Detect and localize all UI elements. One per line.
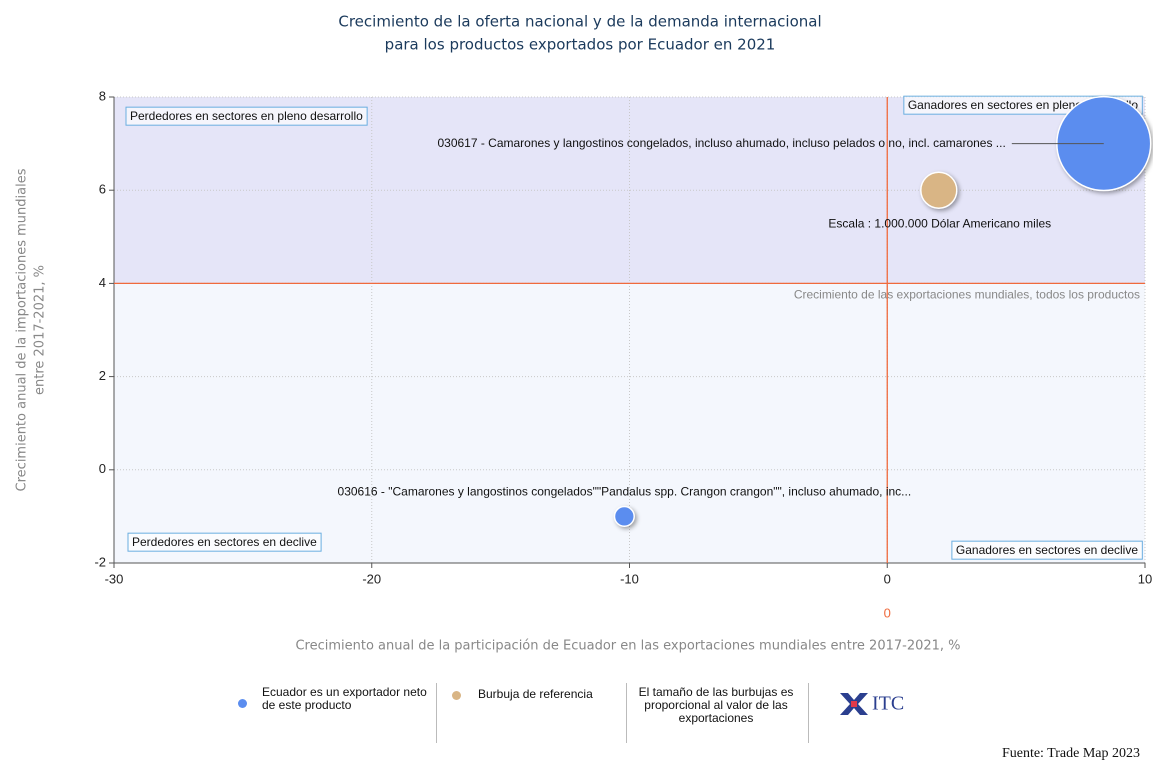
quadrant-label: Perdedores en sectores en pleno desarrol… bbox=[130, 109, 363, 123]
legend-swatch bbox=[452, 691, 461, 700]
source: Fuente: Trade Map 2023 bbox=[1002, 746, 1140, 761]
chart-title: para los productos exportados por Ecuado… bbox=[385, 36, 776, 54]
y-tick-label: 0 bbox=[99, 461, 106, 476]
x-axis-label: Crecimiento anual de la participación de… bbox=[295, 639, 960, 654]
chart-title: Crecimiento de la oferta nacional y de l… bbox=[338, 13, 821, 31]
quadrant-label-box bbox=[127, 532, 322, 552]
x-tick-label: 10 bbox=[1138, 571, 1152, 586]
logo-icon bbox=[851, 701, 857, 707]
quadrant-label-box bbox=[125, 106, 368, 126]
y-tick-label: 8 bbox=[99, 88, 106, 103]
size-note: El tamaño de las burbujas es proporciona… bbox=[638, 685, 794, 725]
x-tick-label: -20 bbox=[362, 571, 381, 586]
y-axis-label-line: entre 2017-2021, % bbox=[33, 265, 48, 395]
reference-bubble bbox=[920, 171, 958, 209]
y-axis-label: Crecimiento anual de la importaciones mu… bbox=[15, 168, 48, 491]
quadrant-label: Ganadores en sectores en declive bbox=[956, 543, 1138, 557]
reference-label-x: 0 bbox=[884, 605, 891, 620]
quadrant-label: Perdedores en sectores en declive bbox=[132, 535, 317, 549]
x-tick-label: 0 bbox=[884, 571, 891, 586]
quadrant-label-box bbox=[951, 540, 1143, 560]
logo-text: ITC bbox=[872, 693, 904, 715]
legend-swatch bbox=[238, 699, 247, 708]
legend-entry: Ecuador es un exportador neto de este pr… bbox=[262, 685, 427, 712]
y-tick-label: 6 bbox=[99, 182, 106, 197]
legend-separator bbox=[436, 683, 437, 743]
bubble-label: 030616 - "Camarones y langostinos congel… bbox=[338, 485, 912, 499]
x-tick-label: -30 bbox=[105, 571, 124, 586]
x-tick-label: -10 bbox=[620, 571, 639, 586]
legend-separator bbox=[808, 683, 809, 743]
reference-bubble-label: Escala : 1.000.000 Dólar Americano miles bbox=[828, 216, 1051, 230]
legend-entry: Burbuja de referencia bbox=[478, 687, 593, 701]
y-tick-label: 4 bbox=[99, 275, 106, 290]
bubble-label: 030617 - Camarones y langostinos congela… bbox=[437, 136, 1005, 150]
y-tick-label: -2 bbox=[94, 554, 106, 569]
bubble bbox=[613, 505, 635, 528]
y-tick-label: 2 bbox=[99, 368, 106, 383]
reference-label-y: Crecimiento de las exportaciones mundial… bbox=[794, 288, 1140, 302]
legend-separator bbox=[626, 683, 627, 743]
itc-logo: ITC bbox=[840, 693, 904, 715]
y-axis-label-line: Crecimiento anual de la importaciones mu… bbox=[15, 168, 30, 491]
